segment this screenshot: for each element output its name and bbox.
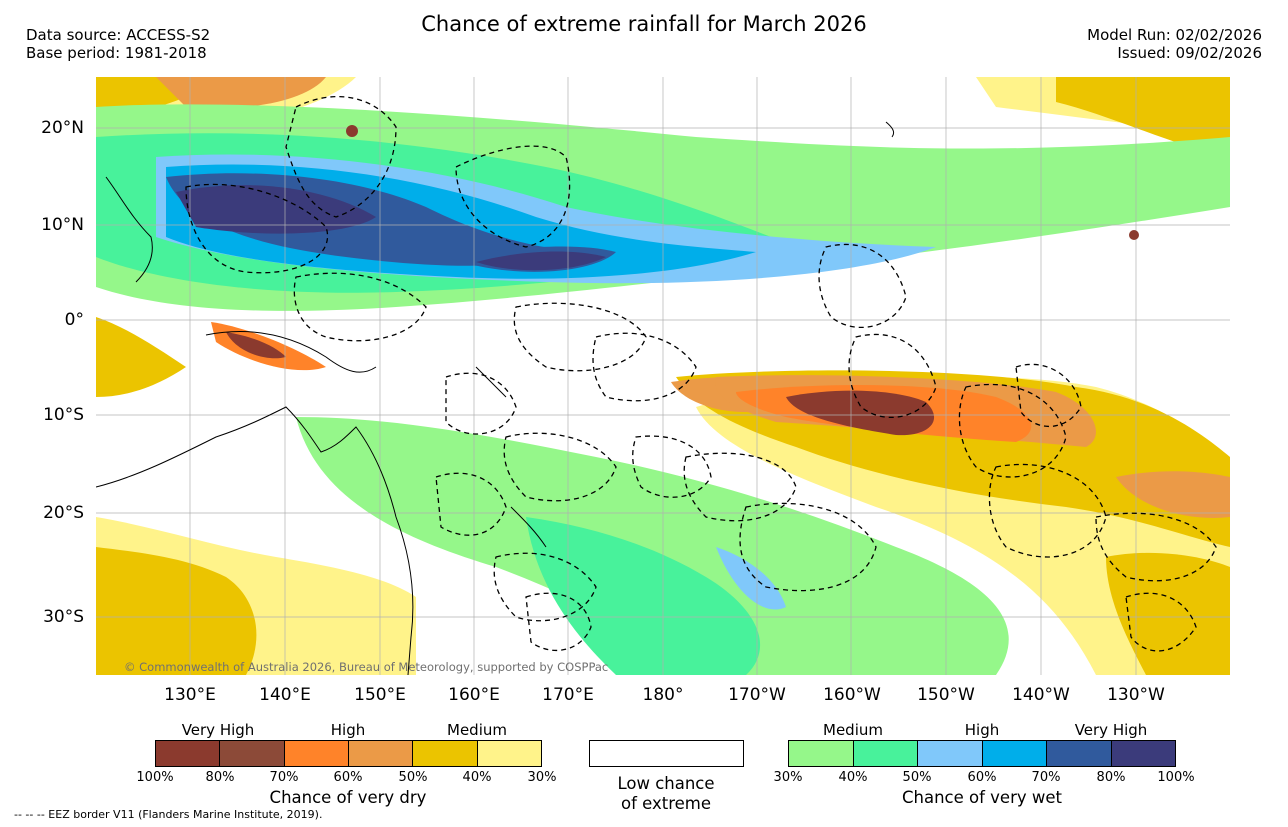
dry-swatch-5 — [413, 741, 478, 766]
lon-label-170e: 170°E — [542, 685, 594, 705]
wet-tick: 50% — [902, 770, 932, 785]
wet-tick: 30% — [773, 770, 803, 785]
wet-tick: 60% — [967, 770, 997, 785]
wet-swatch-5 — [1047, 741, 1112, 766]
lat-label-10s: 10°S — [43, 405, 84, 425]
dry-swatch-4 — [348, 741, 414, 766]
dry-tick: 60% — [333, 770, 363, 785]
lon-label-160w: 160°W — [823, 685, 881, 705]
dry-tick: 50% — [398, 770, 428, 785]
lat-label-20s: 20°S — [43, 503, 84, 523]
wet-swatch-4 — [982, 741, 1047, 766]
dry-swatch-6 — [477, 741, 541, 766]
wet-colorbar — [788, 740, 1176, 767]
lat-label-30s: 30°S — [43, 607, 84, 627]
dry-caption: Chance of very dry — [269, 788, 427, 807]
dry-swatch-3 — [284, 741, 349, 766]
map-title: Chance of extreme rainfall for March 202… — [421, 12, 867, 36]
run-info: Model Run: 02/02/2026 Issued: 09/02/2026 — [1087, 26, 1262, 62]
model-run-text: Model Run: 02/02/2026 — [1087, 26, 1262, 44]
lat-label-eq: 0° — [64, 310, 84, 330]
lon-label-180: 180° — [642, 685, 684, 705]
map-copyright: © Commonwealth of Australia 2026, Bureau… — [124, 660, 609, 674]
wet-very-high-label: Very High — [1074, 721, 1148, 739]
island-hotspots — [346, 125, 1139, 240]
low-chance-line1: Low chance — [617, 774, 715, 793]
dry-tick: 100% — [136, 770, 174, 785]
wet-tick: 70% — [1031, 770, 1061, 785]
dry-high-label: High — [330, 721, 366, 739]
rainfall-map — [96, 77, 1230, 675]
wet-tick: 100% — [1157, 770, 1195, 785]
dry-tick: 40% — [462, 770, 492, 785]
lat-label-10n: 10°N — [41, 215, 84, 235]
dry-very-high-areas — [226, 332, 935, 436]
lon-label-170w: 170°W — [728, 685, 786, 705]
dry-tick: 70% — [269, 770, 299, 785]
dry-swatch-2 — [220, 741, 285, 766]
lon-label-150w: 150°W — [917, 685, 975, 705]
low-chance-line2: of extreme — [620, 794, 712, 813]
lon-label-160e: 160°E — [448, 685, 500, 705]
wet-caption: Chance of very wet — [902, 788, 1062, 807]
coastlines — [96, 121, 895, 675]
issued-text: Issued: 09/02/2026 — [1117, 44, 1262, 62]
wet-very-high-areas — [176, 185, 606, 271]
data-source-text: Data source: ACCESS-S2 — [26, 26, 211, 44]
lon-label-150e: 150°E — [354, 685, 406, 705]
lon-label-130w: 130°W — [1107, 685, 1165, 705]
base-period-text: Base period: 1981-2018 — [26, 44, 207, 62]
wet-tick: 40% — [838, 770, 868, 785]
wet-tick: 80% — [1096, 770, 1126, 785]
wet-swatch-2 — [853, 741, 918, 766]
wet-swatch-1 — [789, 741, 854, 766]
low-chance-swatch — [589, 740, 744, 767]
wet-swatch-3 — [918, 741, 983, 766]
dry-swatch-1 — [156, 741, 221, 766]
wet-high-label: High — [964, 721, 1000, 739]
dry-tick: 80% — [205, 770, 235, 785]
lon-label-140w: 140°W — [1012, 685, 1070, 705]
dry-colorbar — [155, 740, 542, 767]
low-chance-caption: Low chance of extreme — [566, 774, 766, 814]
dry-tick: 30% — [527, 770, 557, 785]
map-graphic — [96, 77, 1230, 675]
data-source-info: Data source: ACCESS-S2 Base period: 1981… — [26, 26, 210, 62]
eez-borders — [185, 95, 1217, 652]
wet-medium-label: Medium — [823, 721, 883, 739]
lon-label-130e: 130°E — [164, 685, 216, 705]
lat-label-20n: 20°N — [41, 118, 84, 138]
wet-swatch-6 — [1111, 741, 1175, 766]
map-graticule — [96, 77, 1230, 675]
dry-medium-label: Medium — [447, 721, 507, 739]
lon-label-140e: 140°E — [259, 685, 311, 705]
dry-very-high-label: Very High — [181, 721, 255, 739]
eez-footnote: -- -- -- EEZ border V11 (Flanders Marine… — [14, 808, 323, 821]
